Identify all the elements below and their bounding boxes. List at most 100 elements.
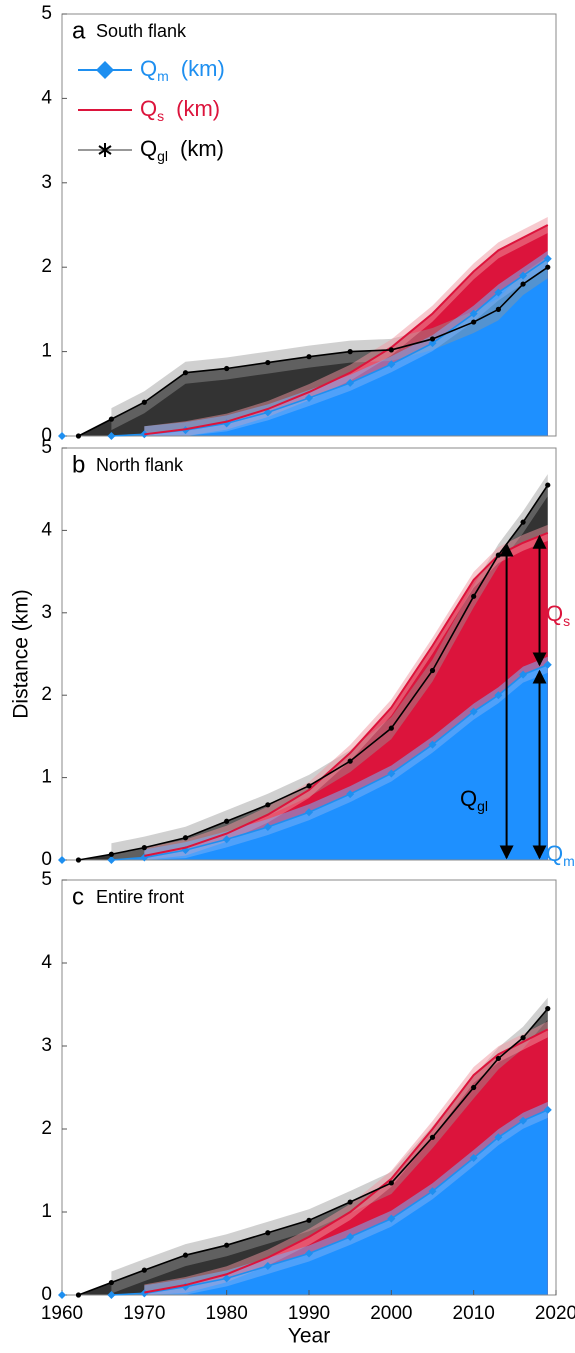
panel-title: North flank xyxy=(96,455,184,475)
legend-unit: (km) xyxy=(181,56,225,81)
marker-dot xyxy=(108,1279,114,1286)
y-tick-label: 0 xyxy=(41,1284,52,1305)
marker-diamond xyxy=(428,740,437,749)
marker-diamond xyxy=(387,360,396,369)
legend-marker xyxy=(98,143,112,157)
y-tick-label: 5 xyxy=(41,437,52,458)
marker-dot xyxy=(495,1055,501,1062)
marker-dot xyxy=(182,835,189,841)
marker-dot xyxy=(429,1134,436,1140)
y-tick-label: 4 xyxy=(41,87,52,108)
marker-dot xyxy=(306,1217,312,1223)
marker-dot xyxy=(224,1242,230,1248)
marker-dot xyxy=(545,482,551,488)
x-axis-label: Year xyxy=(288,1325,330,1348)
marker-dot xyxy=(141,845,147,851)
marker-diamond xyxy=(107,432,116,440)
x-tick-label: 1990 xyxy=(288,1303,330,1324)
panel-title: Entire front xyxy=(96,887,184,907)
y-tick-label: 3 xyxy=(41,602,52,623)
marker-dot xyxy=(265,802,271,808)
marker-dot xyxy=(429,667,436,674)
uncertainty-band xyxy=(111,474,548,860)
marker-dot xyxy=(520,1035,526,1041)
marker-diamond xyxy=(346,1232,355,1241)
legend-name: Q xyxy=(140,136,157,161)
marker-dot xyxy=(545,264,551,270)
marker-diamond xyxy=(222,835,231,844)
marker-diamond xyxy=(469,1154,478,1163)
marker-diamond xyxy=(543,1105,552,1114)
marker-diamond xyxy=(58,1291,66,1299)
marker-dot xyxy=(471,593,477,599)
plot-frame xyxy=(61,13,557,437)
uncertainty-band xyxy=(111,256,548,431)
x-tick-label: 1980 xyxy=(206,1303,248,1324)
marker-diamond xyxy=(469,309,478,318)
x-tick-label: 2000 xyxy=(370,1303,412,1324)
marker-diamond xyxy=(494,288,503,297)
legend-subscript: s xyxy=(157,108,164,124)
marker-diamond xyxy=(222,1274,231,1283)
marker-diamond xyxy=(263,1261,272,1270)
marker-dot xyxy=(108,416,114,422)
y-tick-label: 2 xyxy=(41,1118,52,1139)
marker-dot xyxy=(388,725,394,731)
x-tick-label: 1970 xyxy=(123,1303,165,1324)
legend-unit: (km) xyxy=(180,136,224,161)
y-tick-label: 5 xyxy=(41,3,52,24)
marker-dot xyxy=(265,1230,271,1236)
marker-diamond xyxy=(107,1291,116,1299)
marker-dot xyxy=(520,519,526,525)
y-tick-label: 3 xyxy=(41,172,52,193)
y-tick-label: 2 xyxy=(41,684,52,705)
y-tick-label: 1 xyxy=(41,1201,52,1222)
y-tick-label: 1 xyxy=(41,767,52,788)
marker-diamond xyxy=(305,1249,313,1258)
marker-dot xyxy=(520,281,526,287)
marker-dot xyxy=(182,1252,189,1258)
marker-dot xyxy=(265,359,271,366)
legend-label: Qm (km) xyxy=(140,56,225,84)
marker-diamond xyxy=(346,790,355,799)
marker-diamond xyxy=(58,856,66,864)
marker-dot xyxy=(388,1180,394,1186)
marker-diamond xyxy=(305,394,313,403)
marker-dot xyxy=(306,354,312,360)
marker-dot xyxy=(75,857,82,863)
y-tick-label: 5 xyxy=(41,869,52,890)
marker-dot xyxy=(471,319,477,325)
marker-dot xyxy=(108,851,114,857)
marker-diamond xyxy=(346,378,355,387)
series-line xyxy=(78,484,549,861)
series-line xyxy=(144,224,549,436)
annotation-main: Q xyxy=(460,786,477,811)
marker-diamond xyxy=(387,1214,396,1223)
series-line xyxy=(78,1008,549,1296)
annotation: Qm xyxy=(546,841,575,869)
marker-dot xyxy=(388,347,394,353)
marker-dot xyxy=(495,552,501,558)
marker-diamond xyxy=(428,1187,437,1196)
y-tick-label: 1 xyxy=(41,341,52,362)
y-tick-label: 0 xyxy=(41,425,52,446)
y-tick-label: 4 xyxy=(41,952,52,973)
legend-unit: (km) xyxy=(176,96,220,121)
annotation-subscript: s xyxy=(563,613,570,629)
marker-dot xyxy=(347,349,353,355)
marker-diamond xyxy=(519,271,528,280)
marker-dot xyxy=(347,1199,353,1205)
plot-frame xyxy=(61,447,557,861)
area xyxy=(62,1109,548,1295)
annotation: Qgl xyxy=(460,786,488,814)
legend-subscript: m xyxy=(157,68,169,84)
x-tick-label: 2020 xyxy=(535,1303,575,1324)
area xyxy=(62,258,548,436)
legend-label: Qgl (km) xyxy=(140,136,224,164)
y-tick-label: 2 xyxy=(41,256,52,277)
annotation-subscript: m xyxy=(563,853,575,869)
legend-subscript: gl xyxy=(157,148,168,164)
legend-name: Q xyxy=(140,56,157,81)
marker-dot xyxy=(141,399,147,405)
